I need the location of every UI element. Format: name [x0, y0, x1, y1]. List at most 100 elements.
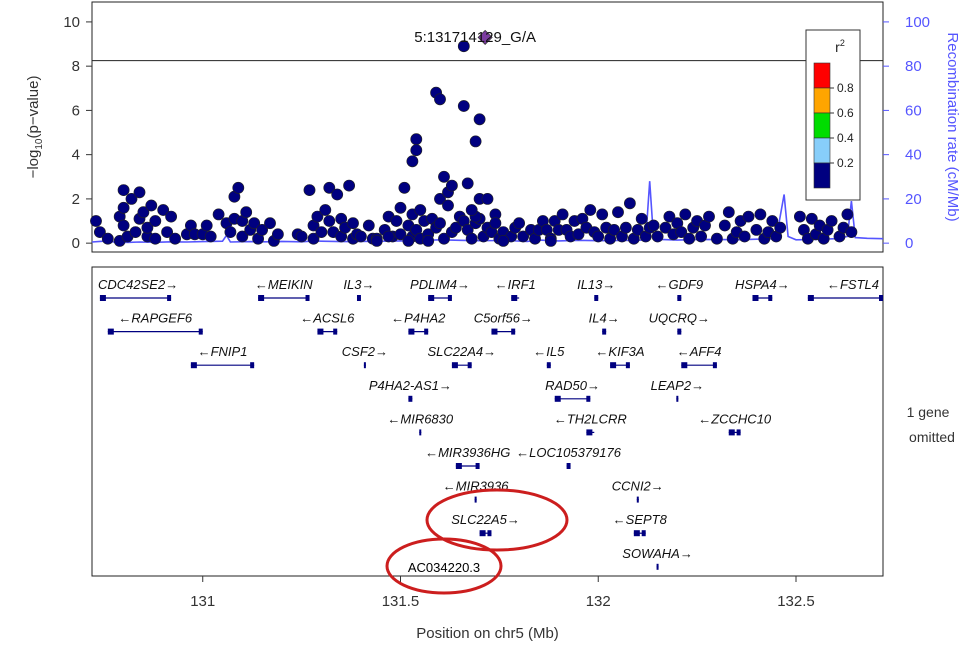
gene-label: ←KIF3A	[595, 344, 644, 359]
snp-point	[612, 206, 624, 219]
legend-label: 0.8	[837, 81, 854, 95]
gene-exon	[594, 295, 599, 301]
snp-point	[398, 181, 411, 194]
gene-label: LEAP2→	[651, 378, 704, 393]
snp-point	[101, 232, 114, 245]
gene-label: ←RAPGEF6	[118, 311, 192, 326]
legend-swatch	[813, 87, 831, 114]
gene-exon	[610, 362, 617, 369]
snp-point	[165, 210, 177, 223]
snp-point	[750, 223, 763, 236]
snp-point	[248, 217, 261, 230]
snp-point	[141, 221, 154, 234]
snp-point	[845, 226, 858, 238]
snp-point	[592, 230, 605, 243]
snp-point	[438, 170, 450, 183]
snp-point	[200, 219, 213, 232]
snp-point	[117, 219, 130, 232]
gene-exon	[625, 362, 630, 369]
gene-exon	[317, 328, 324, 335]
y-left-axis-label: −log10(p−value)	[25, 76, 45, 179]
snp-point	[94, 226, 106, 238]
gene-exon	[712, 362, 717, 369]
gene-exon	[487, 530, 492, 537]
y-right-tick-label: 100	[905, 14, 930, 31]
snp-point	[236, 230, 249, 243]
lead-snp-label: 5:131714129_G/A	[414, 29, 536, 46]
gene-exon	[107, 328, 114, 335]
x-axis-label: Position on chr5 (Mb)	[416, 625, 559, 642]
snp-point	[319, 204, 332, 216]
gene-exon	[198, 328, 203, 335]
snp-point	[718, 219, 731, 232]
gene-label: SLC22A5→	[451, 512, 520, 527]
gene-exon	[752, 295, 759, 301]
snp-point	[137, 206, 150, 219]
legend-swatch	[813, 62, 831, 89]
gene-label: ←ZCCHC10	[698, 411, 772, 426]
gene-label: SLC22A4→	[427, 344, 496, 359]
snp-point	[445, 179, 458, 192]
x-tick-label: 131.5	[382, 593, 420, 610]
annotation-ac034220-label: AC034220.3	[408, 560, 480, 575]
y-right-tick-label: 80	[905, 58, 922, 75]
snp-point	[90, 215, 102, 227]
snp-point	[224, 226, 237, 238]
snp-point	[469, 135, 482, 148]
snp-point	[354, 230, 367, 243]
snp-point	[754, 208, 767, 221]
x-tick-label: 132.5	[777, 593, 815, 610]
gene-exon	[99, 295, 106, 301]
snp-point	[370, 234, 383, 247]
gene-exon	[546, 362, 551, 369]
snp-point	[240, 206, 253, 219]
snp-point	[766, 215, 779, 227]
snp-point	[394, 228, 407, 241]
snp-point	[774, 221, 787, 234]
gene-panel-frame	[91, 266, 884, 577]
snp-point	[271, 228, 284, 241]
gene-exon	[408, 328, 415, 335]
snp-point	[461, 177, 474, 190]
top-panel-frame	[91, 1, 884, 253]
snp-point	[620, 221, 632, 234]
snp-point	[584, 204, 597, 216]
snp-point	[438, 232, 450, 245]
snp-point	[390, 215, 403, 227]
gene-exon	[305, 295, 310, 301]
gene-exon	[511, 295, 518, 301]
gene-exon	[424, 328, 429, 335]
gene-exon	[566, 463, 571, 469]
gene-exon	[475, 463, 480, 469]
gene-label: ←FSTL4	[827, 277, 879, 292]
snp-point	[675, 226, 688, 238]
snp-point	[410, 133, 423, 146]
snp-point	[449, 221, 462, 234]
gene-exon	[728, 429, 735, 436]
snp-point	[473, 113, 486, 126]
snp-point	[647, 219, 660, 232]
y-left-tick-label: 8	[72, 58, 80, 75]
snp-point	[679, 208, 692, 221]
snp-point	[544, 234, 557, 247]
gene-exon	[677, 295, 682, 301]
snp-point	[406, 155, 419, 168]
gene-label: IL4→	[589, 311, 620, 326]
snp-point	[402, 234, 415, 247]
snp-point	[434, 192, 446, 205]
snp-point	[434, 217, 446, 230]
gene-exon	[447, 295, 452, 301]
snp-point	[825, 215, 838, 227]
gene-exon	[455, 463, 462, 469]
snp-point	[683, 232, 696, 245]
y-left-tick-label: 6	[72, 102, 80, 119]
gene-exon	[190, 362, 197, 369]
gene-label: ←IRF1	[495, 277, 536, 292]
snp-point	[794, 210, 806, 223]
legend-title: r2	[835, 38, 845, 55]
snp-point	[129, 226, 142, 238]
snp-point	[635, 212, 648, 225]
gene-label: CCNI2→	[612, 479, 664, 494]
gene-exon	[479, 530, 486, 537]
snp-point	[362, 219, 375, 232]
